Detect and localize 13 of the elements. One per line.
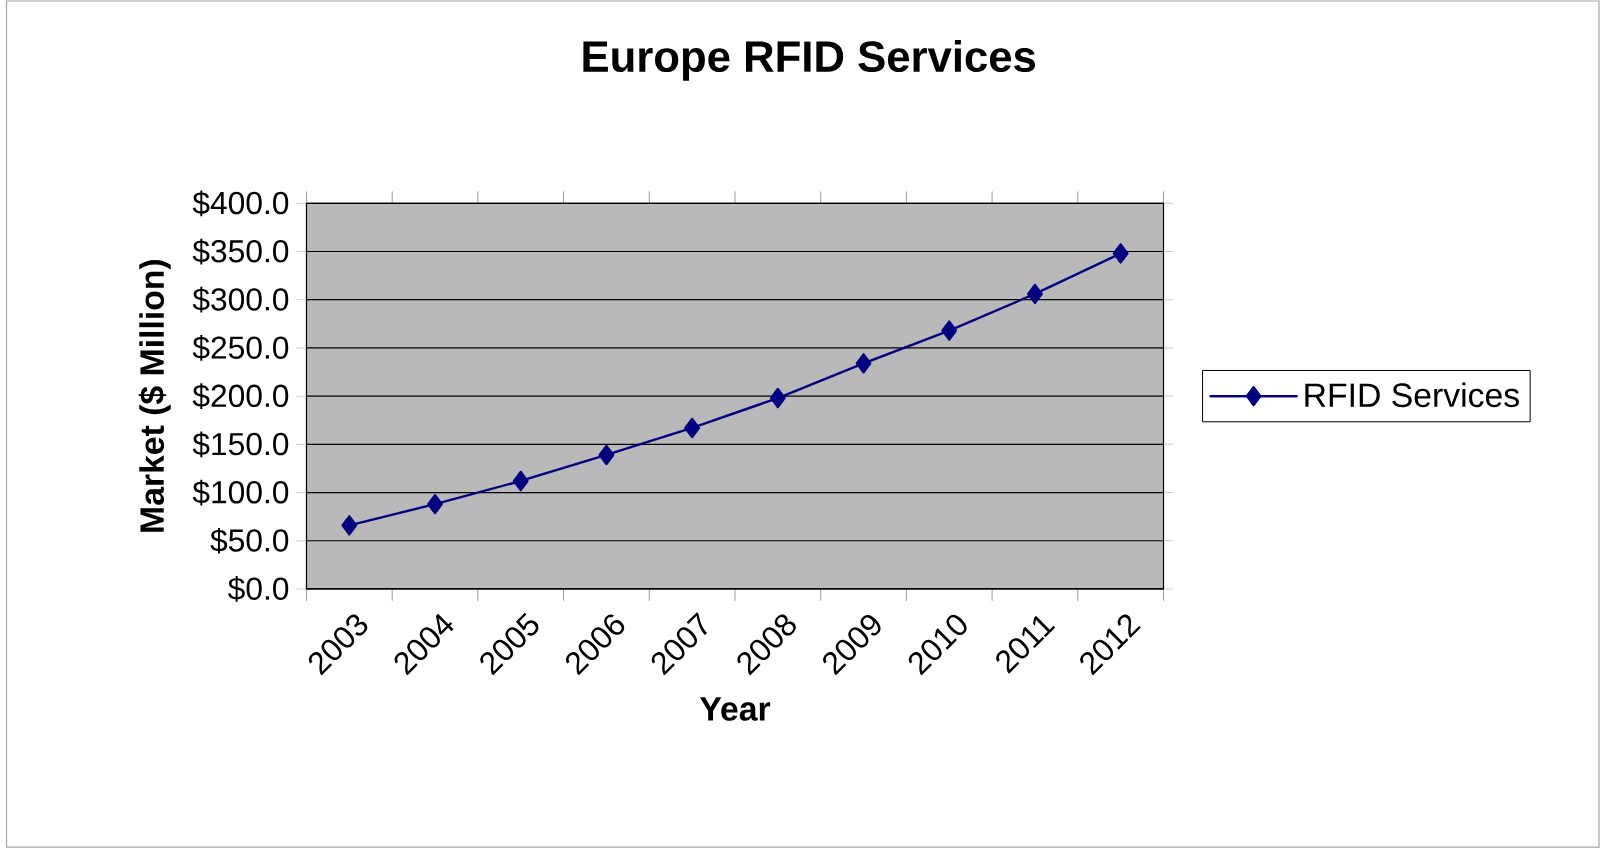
y-tick-label: $350.0	[192, 238, 289, 265]
x-axis-title: Year	[699, 697, 771, 721]
y-axis-title: Market ($ Million)	[138, 259, 171, 532]
y-tick-label: $50.0	[210, 527, 289, 554]
legend-label: RFID Services	[1305, 382, 1519, 408]
y-tick-label: $150.0	[192, 431, 289, 458]
y-tick-label: $200.0	[192, 383, 289, 409]
y-tick-label: $100.0	[192, 479, 289, 506]
chart-title: Europe RFID Services	[583, 39, 1036, 81]
y-tick-label: $300.0	[192, 286, 289, 313]
y-tick-label: $400.0	[192, 190, 289, 217]
y-tick-label: $0.0	[228, 576, 289, 602]
y-tick-label: $250.0	[192, 335, 289, 361]
